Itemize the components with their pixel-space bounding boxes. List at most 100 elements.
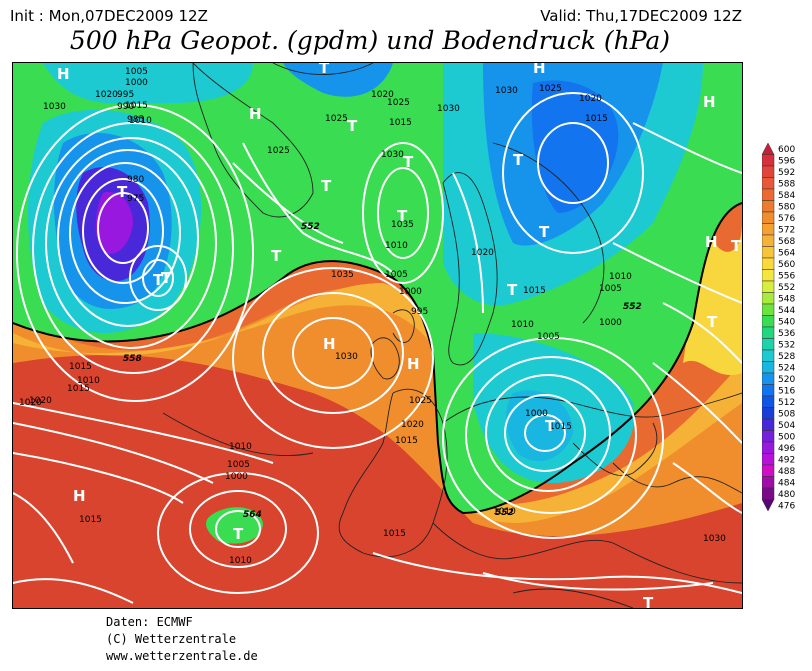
pressure-label: 1005: [385, 270, 408, 280]
pressure-label: 1010: [129, 116, 152, 126]
legend-swatch: [761, 407, 775, 420]
credits-url[interactable]: www.wetterzentrale.de: [106, 649, 258, 663]
legend-label: 484: [778, 478, 795, 488]
low-pressure-symbol: T: [643, 594, 654, 608]
legend-swatch: [761, 280, 775, 293]
legend-label: 548: [778, 294, 795, 304]
pressure-label: 1030: [703, 534, 726, 544]
legend-label: 496: [778, 444, 795, 454]
init-time: Init : Mon,07DEC2009 12Z: [10, 7, 208, 25]
legend-label: 552: [778, 283, 795, 293]
pressure-label: 1000: [525, 409, 548, 419]
legend-swatch: [761, 338, 775, 351]
weather-map: 1030 1020 1015 1010 1005 1000 995 990 985 980 975 1…: [12, 62, 743, 609]
pressure-label: 990: [117, 102, 134, 112]
legend-label: 592: [778, 168, 795, 178]
pressure-label: 1015: [523, 286, 546, 296]
legend-swatch: [761, 315, 775, 328]
legend-label: 596: [778, 156, 795, 166]
legend-swatch: [761, 418, 775, 431]
pressure-label: 1015: [79, 515, 102, 525]
legend-swatch: [761, 441, 775, 454]
legend-label: 544: [778, 306, 795, 316]
high-pressure-symbol: H: [73, 487, 86, 505]
legend-label: 528: [778, 352, 795, 362]
low-pressure-symbol: T: [539, 223, 550, 241]
legend-swatch: [761, 499, 775, 512]
pressure-label: 1015: [69, 362, 92, 372]
pressure-label: 1020: [29, 396, 52, 406]
pressure-label: 1030: [381, 150, 404, 160]
color-legend: 600 596 592 588 584 580 576 572 568 564 560 556 552 5…: [761, 133, 810, 533]
pressure-label: 1015: [549, 422, 572, 432]
pressure-label: 1000: [399, 287, 422, 297]
pressure-label: 995: [411, 307, 428, 317]
credits: Daten: ECMWF (C) Wetterzentrale www.wett…: [106, 614, 258, 665]
legend-swatch: [761, 257, 775, 270]
legend-label: 508: [778, 409, 795, 419]
pressure-label: 995: [117, 90, 134, 100]
legend-label: 512: [778, 398, 795, 408]
credits-copyright: (C) Wetterzentrale: [106, 632, 237, 646]
pressure-label: 1010: [511, 320, 534, 330]
legend-swatch: [761, 269, 775, 282]
legend-label: 564: [778, 248, 795, 258]
high-pressure-symbol: H: [407, 355, 420, 373]
legend-swatch: [761, 372, 775, 385]
low-pressure-symbol: T: [319, 63, 330, 77]
pressure-label: 1020: [95, 90, 118, 100]
legend-swatch: [761, 430, 775, 443]
legend-swatch: [761, 292, 775, 305]
pressure-label: 1025: [325, 114, 348, 124]
legend-swatch: [761, 395, 775, 408]
pressure-label: 1005: [537, 332, 560, 342]
pressure-label: 1030: [495, 86, 518, 96]
pressure-label: 1010: [609, 272, 632, 282]
pressure-label: 1015: [389, 118, 412, 128]
low-pressure-symbol: T: [545, 417, 556, 435]
geopot-label: 558: [123, 354, 142, 364]
low-pressure-symbol: T: [153, 271, 164, 289]
legend-swatch: [761, 349, 775, 362]
legend-label: 492: [778, 455, 795, 465]
pressure-label: 1005: [227, 460, 250, 470]
pressure-label: 1010: [229, 556, 252, 566]
legend-label: 580: [778, 202, 795, 212]
legend-swatch: [761, 384, 775, 397]
low-pressure-symbol: T: [731, 237, 742, 255]
legend-label: 524: [778, 363, 795, 373]
legend-label: 556: [778, 271, 795, 281]
legend-swatch: [761, 303, 775, 316]
pressure-label: 1020: [471, 248, 494, 258]
pressure-label: 1010: [229, 442, 252, 452]
legend-label: 520: [778, 375, 795, 385]
map-svg: 1030102010151010100510009959909859809751…: [13, 63, 742, 608]
low-pressure-symbol: T: [161, 269, 172, 287]
low-pressure-symbol: T: [507, 281, 518, 299]
pressure-label: 1030: [437, 104, 460, 114]
legend-label: 536: [778, 329, 795, 339]
legend-label: 504: [778, 421, 795, 431]
pressure-label: 1030: [335, 352, 358, 362]
pressure-label: 975: [127, 194, 144, 204]
pressure-label: 1035: [331, 270, 354, 280]
pressure-label: 1025: [539, 84, 562, 94]
legend-swatch: [761, 361, 775, 374]
legend-label: 540: [778, 317, 795, 327]
high-pressure-symbol: H: [533, 63, 546, 77]
high-pressure-symbol: H: [57, 65, 70, 83]
legend-label: 584: [778, 191, 795, 201]
legend-swatch: [761, 211, 775, 224]
low-pressure-symbol: T: [321, 177, 332, 195]
legend-label: 532: [778, 340, 795, 350]
legend-label: 568: [778, 237, 795, 247]
pressure-label: 1035: [391, 220, 414, 230]
legend-swatch: [761, 142, 775, 155]
pressure-label: 1030: [43, 102, 66, 112]
low-pressure-symbol: T: [403, 153, 414, 171]
legend-swatch: [761, 177, 775, 190]
coastlines: [162, 63, 742, 608]
legend-label: 500: [778, 432, 795, 442]
pressure-labels: 1030102010151010100510009959909859809751…: [19, 67, 726, 566]
low-pressure-symbol: T: [117, 183, 128, 201]
